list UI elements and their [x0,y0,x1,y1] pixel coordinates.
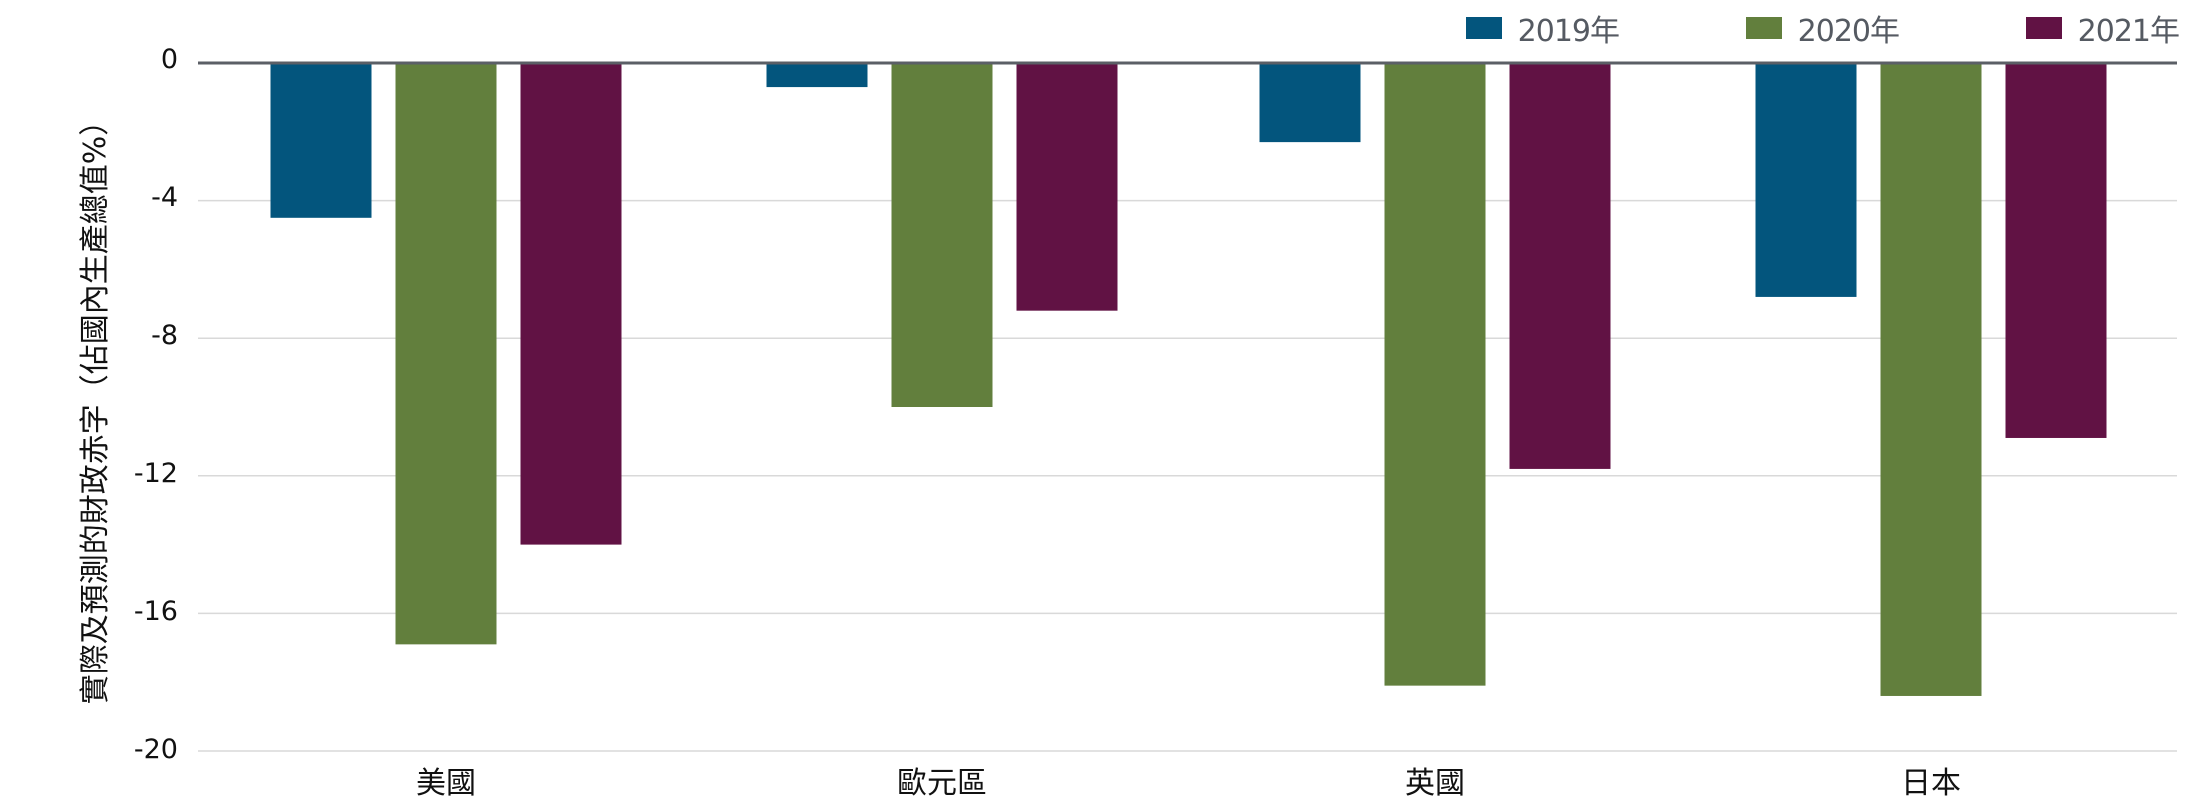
bar [1384,63,1486,686]
bar [1016,63,1118,311]
bar [1509,63,1611,469]
y-tick-label: -20 [133,734,178,765]
legend-swatch-2020 [1745,17,1782,39]
bar [1755,63,1857,297]
bar [270,63,372,218]
x-label-us: 美國 [416,766,476,801]
x-label-eurozone: 歐元區 [897,766,987,801]
legend-label: 2019年 [1517,14,1620,49]
legend-swatch-2021 [2025,17,2062,39]
legend-label: 2020年 [1797,14,1900,49]
bar [1880,63,1982,696]
legend-label: 2021年 [2077,14,2180,49]
bar [1259,63,1361,143]
x-label-japan: 日本 [1901,766,1961,801]
y-tick-label: 0 [160,44,178,75]
legend: 2019年 2020年 2021年 [1465,6,2180,50]
legend-item-2019: 2019年 [1465,6,1746,50]
bar [2005,63,2107,438]
y-tick-label: -4 [151,182,178,213]
legend-swatch-2019 [1465,17,1502,39]
bar [395,63,497,645]
legend-item-2020: 2020年 [1745,6,2026,50]
legend-item-2021: 2021年 [2025,6,2180,50]
y-tick-label: -12 [133,458,178,489]
bar [766,63,868,88]
y-tick-label: -8 [151,320,178,351]
y-tick-label: -16 [133,596,178,627]
bar [891,63,993,407]
bar [520,63,622,545]
x-label-uk: 英國 [1405,766,1465,801]
